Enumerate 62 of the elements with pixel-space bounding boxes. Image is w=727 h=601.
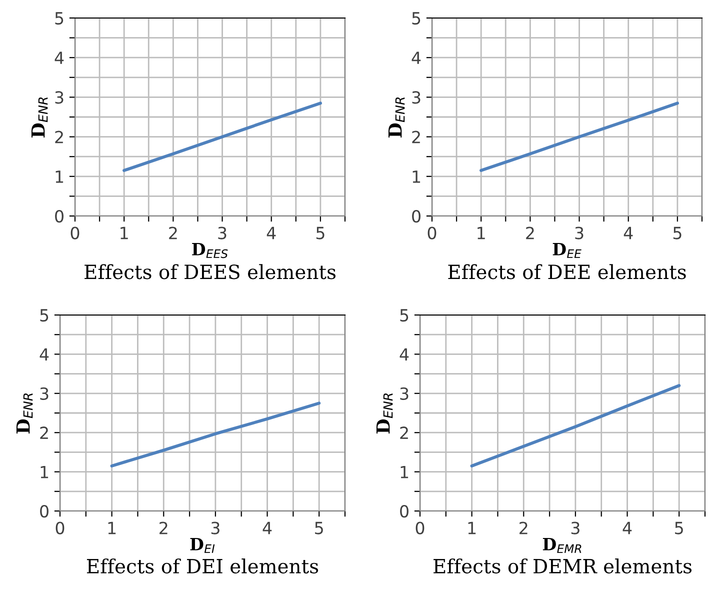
x-tick-label: 3 xyxy=(211,522,220,534)
text: Effects of DEE elements xyxy=(448,264,686,280)
x-tick-label: 4 xyxy=(262,522,272,534)
x-axis-title: D$_{EES}$ xyxy=(192,243,228,258)
y-tick-label: 5 xyxy=(40,309,48,322)
x-tick-label: 3 xyxy=(575,226,584,240)
x-tick-label: 1 xyxy=(478,226,485,240)
y-tick-label: 0 xyxy=(400,504,408,518)
y-tick-label: 0 xyxy=(55,210,64,223)
text: Effects of DEI elements xyxy=(86,558,318,574)
text: Effects of DEES elements xyxy=(84,264,336,280)
y-tick-label: 5 xyxy=(55,12,64,25)
y-tick-label: 4 xyxy=(40,348,49,361)
line-series xyxy=(480,102,679,172)
x-tick-label: 4 xyxy=(622,522,632,534)
y-tick-label: 2 xyxy=(400,426,408,439)
x-tick-label: 0 xyxy=(70,226,80,240)
text: Effects of DEMR elements xyxy=(434,558,692,574)
y-tick-label: 1 xyxy=(56,170,64,183)
x-tick-label: 1 xyxy=(468,522,476,534)
x-tick-label: 4 xyxy=(266,226,276,240)
x-axis-title: D$_{EMR}$ xyxy=(542,538,582,553)
y-tick-label: 4 xyxy=(54,52,64,64)
x-tick-label: 5 xyxy=(673,226,682,240)
line-series xyxy=(122,102,322,172)
x-tick-label: 3 xyxy=(571,522,580,534)
y-tick-label: 5 xyxy=(400,309,408,322)
x-tick-label: 5 xyxy=(675,522,683,534)
x-tick-label: 2 xyxy=(169,226,177,240)
y-tick-label: 2 xyxy=(412,130,420,144)
y-tick-label: 3 xyxy=(55,91,64,104)
x-tick-label: 4 xyxy=(624,226,633,240)
y-tick-label: 5 xyxy=(412,12,420,25)
y-axis-title: D$_{ENR}$ xyxy=(388,97,405,138)
y-tick-label: 2 xyxy=(40,426,48,439)
x-tick-label: 2 xyxy=(520,522,528,534)
y-tick-label: 3 xyxy=(412,91,420,104)
x-axis-title: D$_{EI}$ xyxy=(190,538,215,553)
y-axis-title: D$_{ENR}$ xyxy=(16,393,33,434)
x-tick-label: 2 xyxy=(160,522,168,534)
y-tick-label: 3 xyxy=(400,387,408,400)
y-axis-title: D$_{ENR}$ xyxy=(376,393,393,434)
x-tick-label: 5 xyxy=(315,522,323,534)
x-axis-title: D$_{EE}$ xyxy=(552,243,582,258)
line-series xyxy=(470,384,681,468)
y-tick-label: 1 xyxy=(40,466,48,478)
y-axis-title: D$_{ENR}$ xyxy=(31,97,48,138)
x-tick-label: 3 xyxy=(218,226,226,240)
y-tick-label: 3 xyxy=(40,387,48,400)
x-tick-label: 2 xyxy=(526,226,534,240)
y-tick-label: 0 xyxy=(412,210,420,223)
y-tick-label: 4 xyxy=(400,348,409,361)
x-tick-label: 1 xyxy=(108,522,116,534)
y-tick-label: 0 xyxy=(40,504,48,518)
y-tick-label: 2 xyxy=(55,130,63,144)
line-series xyxy=(110,402,321,468)
y-tick-label: 1 xyxy=(412,170,420,183)
y-tick-label: 1 xyxy=(400,466,408,478)
x-tick-label: 0 xyxy=(428,226,436,240)
y-tick-label: 4 xyxy=(412,52,421,64)
x-tick-label: 1 xyxy=(120,226,128,240)
x-tick-label: 5 xyxy=(316,226,324,240)
